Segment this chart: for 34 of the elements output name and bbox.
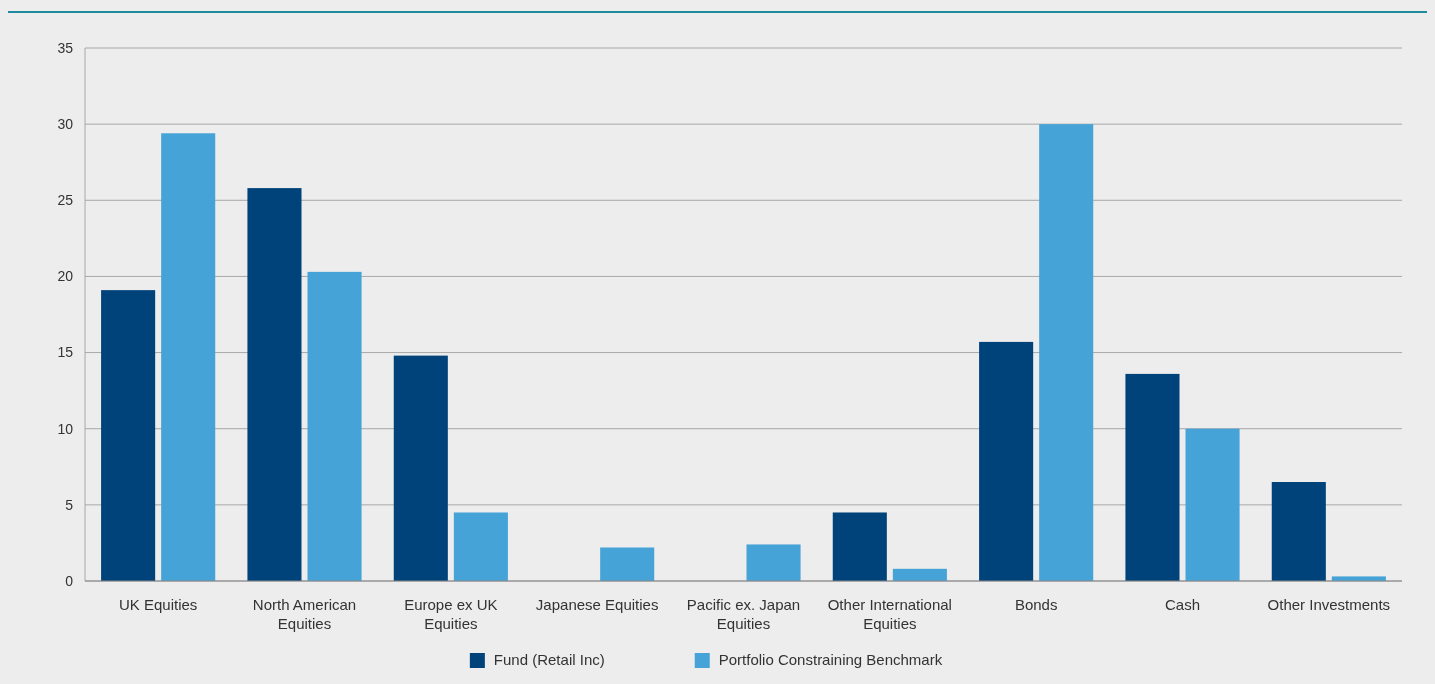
legend-label: Portfolio Constraining Benchmark: [718, 651, 943, 669]
x-tick-label: North American Equities: [252, 596, 357, 632]
bar: [892, 568, 947, 581]
bar: [161, 133, 216, 581]
bar: [1271, 482, 1326, 581]
x-tick-label: Pacific ex. Japan Equities: [686, 596, 801, 632]
y-tick-label: 30: [57, 116, 74, 133]
x-tick-label: Europe ex UK Equities: [404, 596, 498, 632]
x-tick-label: UK Equities: [118, 596, 198, 613]
y-tick-label: 15: [57, 344, 74, 361]
bar: [1185, 428, 1240, 581]
bar: [101, 290, 156, 581]
y-tick-label: 35: [57, 39, 74, 56]
bar: [746, 544, 801, 581]
bar: [453, 512, 508, 581]
y-tick-label: 0: [65, 572, 74, 589]
legend-label: Fund (Retail Inc): [493, 651, 605, 669]
y-tick-label: 20: [57, 268, 74, 285]
bar: [393, 355, 448, 581]
y-tick-label: 5: [65, 496, 74, 513]
bar: [1125, 373, 1180, 581]
x-tick-label: Other International Equities: [827, 596, 952, 632]
x-tick-label: Other Investments: [1267, 596, 1391, 613]
x-tick-label: Cash: [1164, 596, 1201, 613]
bar: [1039, 124, 1094, 581]
bar: [247, 188, 302, 581]
x-tick-label: Bonds: [1014, 596, 1058, 613]
bar: [832, 512, 887, 581]
bar: [600, 547, 655, 581]
bar: [979, 341, 1034, 581]
y-tick-label: 25: [57, 192, 74, 209]
x-tick-label: Japanese Equities: [535, 596, 659, 613]
y-tick-label: 10: [57, 420, 74, 437]
bar: [307, 271, 362, 581]
